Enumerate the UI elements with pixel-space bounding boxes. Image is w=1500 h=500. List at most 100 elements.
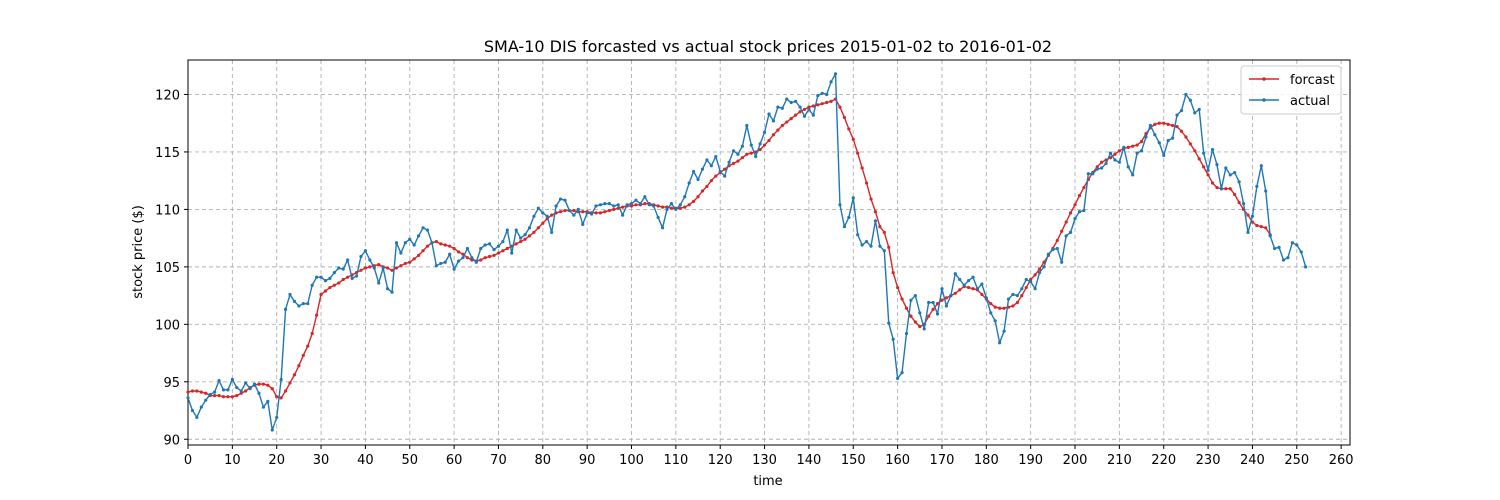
data-point [962,283,966,287]
data-point [226,395,230,399]
data-point [878,244,882,248]
x-tick-label: 160 [885,453,910,468]
data-point [1241,202,1246,206]
data-point [811,113,815,117]
data-point [261,405,265,409]
data-point [483,256,487,260]
x-tick-label: 40 [357,453,374,468]
y-tick-label: 90 [163,433,180,448]
data-point [186,396,190,400]
data-point [789,100,793,105]
data-point [1202,165,1206,169]
data-point [1077,210,1082,214]
data-point [456,250,461,254]
x-tick-label: 70 [490,453,507,468]
data-point [541,211,545,215]
data-point [1131,173,1135,177]
x-tick-label: 100 [619,453,644,468]
data-point [980,292,984,297]
data-point [665,207,669,211]
data-point [669,202,674,206]
data-point [558,210,563,214]
data-point [927,314,931,318]
data-point [385,287,390,291]
data-point [283,389,288,393]
data-point [1122,145,1126,149]
data-point [372,266,376,270]
data-point [944,304,949,308]
x-axis-label: time [753,474,782,489]
y-tick-label: 95 [163,376,180,391]
data-point [802,107,807,112]
data-point [935,302,940,306]
legend-marker [1262,77,1266,81]
data-point [412,257,416,261]
data-point [479,246,483,251]
data-point [851,137,855,141]
data-point [731,161,736,166]
data-point [629,204,634,208]
data-point [483,243,487,247]
data-point [860,166,864,170]
data-point [652,204,656,208]
data-point [754,154,758,159]
data-point [1033,273,1037,277]
data-point [204,391,208,395]
legend-item-forcast: forcast [1249,73,1335,88]
data-point [1020,287,1024,291]
data-point [1086,172,1090,176]
data-point [350,276,354,280]
data-point [1131,144,1135,148]
data-point [434,239,438,244]
data-point [740,156,744,160]
data-point [346,275,350,279]
data-point [780,106,784,110]
data-point [421,249,425,253]
data-point [1051,248,1055,252]
data-point [647,203,651,207]
legend-item-actual: actual [1249,94,1330,109]
data-point [248,387,252,391]
data-point [283,307,288,311]
data-point [767,138,771,143]
data-point [811,104,815,108]
data-point [213,390,217,394]
data-point [514,242,518,246]
data-point [692,199,696,203]
data-point [204,398,208,402]
y-tick-label: 110 [155,203,180,218]
data-point [767,112,771,116]
data-point [1073,203,1077,207]
data-point [421,226,425,230]
data-point [1264,226,1268,230]
data-point [940,298,944,302]
data-point [616,203,620,207]
data-point [563,198,567,202]
data-point [492,248,496,252]
data-point [270,387,274,391]
data-point [993,305,997,309]
data-point [501,249,505,253]
data-point [1060,260,1064,264]
data-point [864,181,869,185]
data-point [408,260,412,264]
data-point [851,196,855,200]
data-point [904,306,909,310]
x-tick-label: 120 [708,453,733,468]
data-point [496,244,501,248]
data-point [820,91,824,95]
data-point [310,283,314,287]
data-point [603,210,607,214]
data-point [634,198,638,202]
data-point [1108,151,1113,155]
data-point [878,225,882,229]
data-point [1224,187,1228,191]
data-point [727,160,731,164]
data-point [1255,223,1259,228]
data-point [776,128,780,132]
data-point [394,266,399,270]
data-point [572,208,576,213]
data-point [1175,113,1179,117]
data-point [1029,277,1033,282]
